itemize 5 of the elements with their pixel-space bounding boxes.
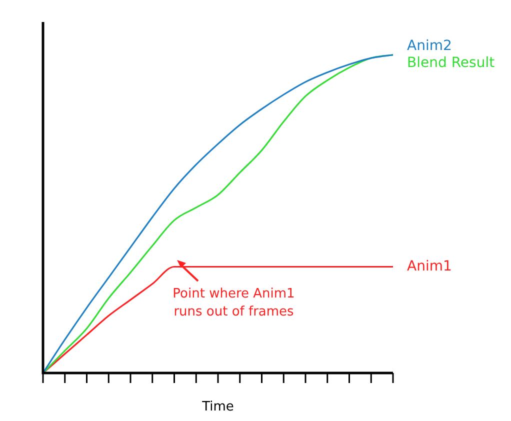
x-axis-title: Time xyxy=(201,399,234,414)
series-label: Anim1 xyxy=(407,258,452,274)
series-label: Blend Result xyxy=(407,55,496,71)
series-label: Anim2 xyxy=(407,38,452,54)
annotation: Point where Anim1 runs out of frames xyxy=(172,286,295,320)
